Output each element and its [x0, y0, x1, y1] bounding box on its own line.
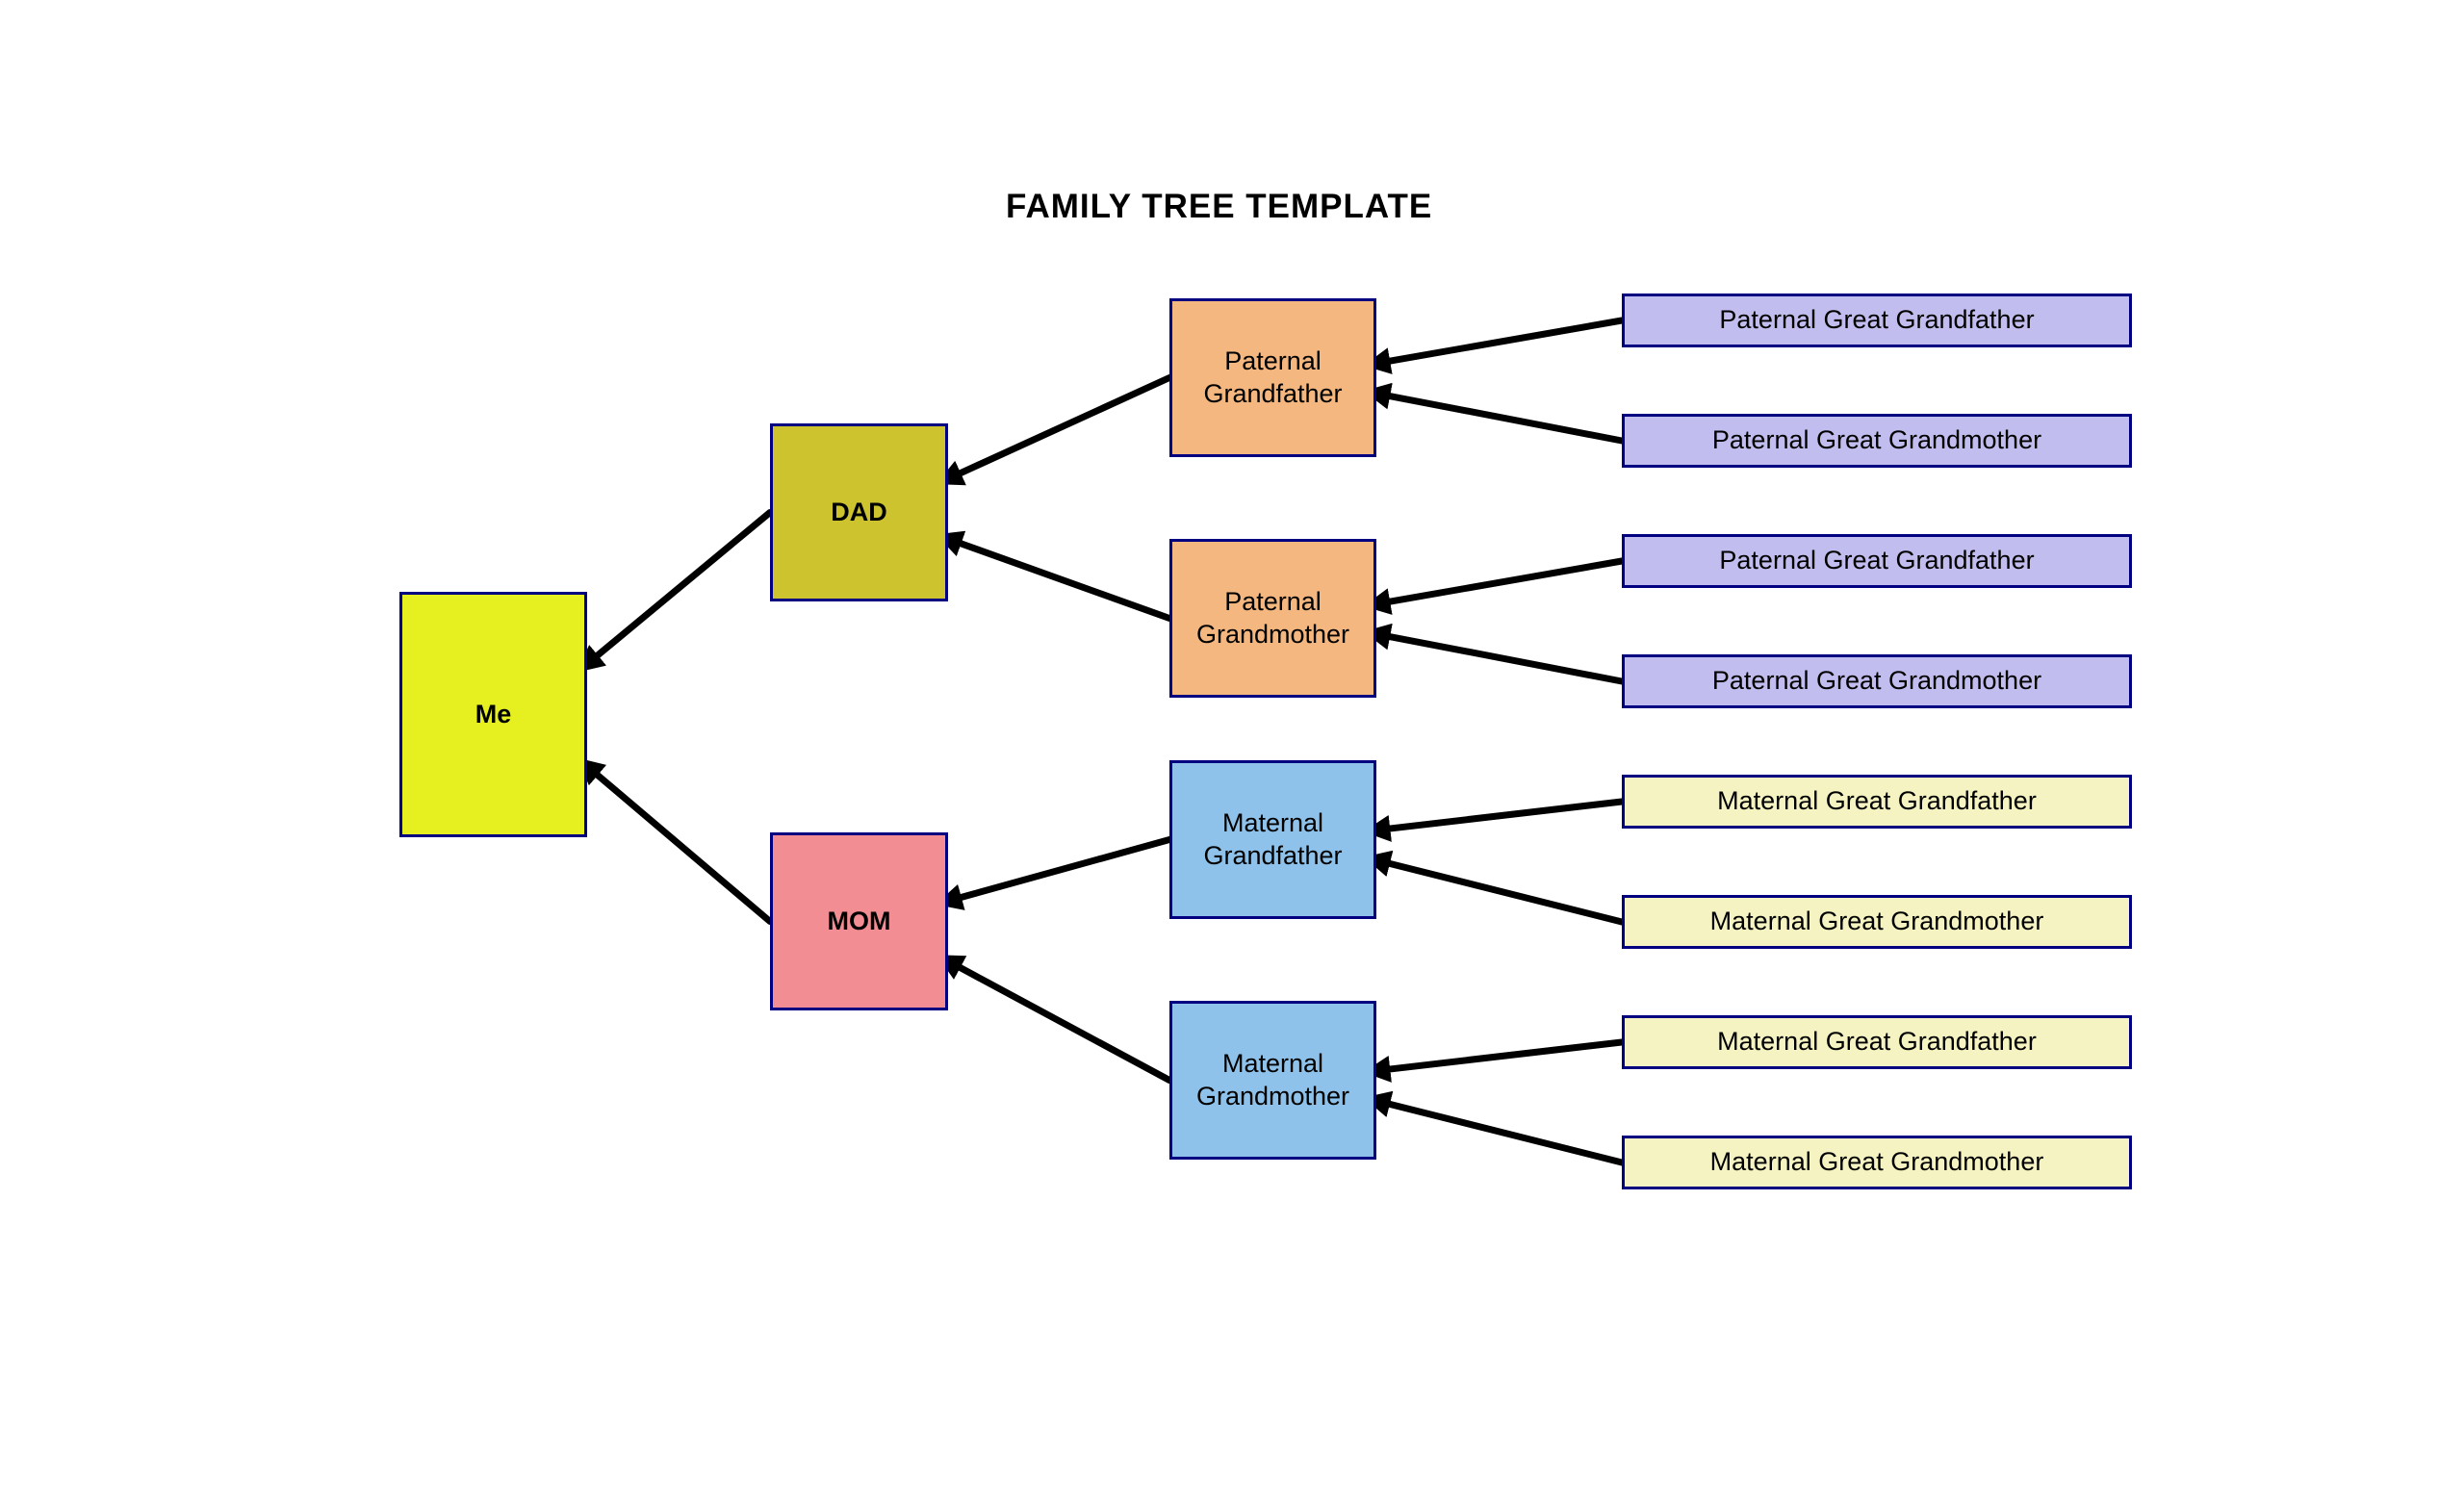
edge — [1382, 1102, 1622, 1162]
node-label: Paternal Grandfather — [1178, 345, 1368, 411]
node-label: Paternal Great Grandfather — [1719, 304, 2034, 337]
node-maternal-grandfather: Maternal Grandfather — [1169, 760, 1376, 919]
node-maternal-great-grandmother-2: Maternal Great Grandmother — [1622, 1136, 2132, 1189]
diagram-title: FAMILY TREE TEMPLATE — [1006, 188, 1432, 226]
node-label: MOM — [828, 906, 891, 938]
node-me: Me — [399, 592, 587, 837]
edge — [953, 964, 1169, 1081]
node-maternal-great-grandmother-1: Maternal Great Grandmother — [1622, 895, 2132, 949]
node-maternal-grandmother: Maternal Grandmother — [1169, 1001, 1376, 1160]
edge — [1382, 802, 1622, 830]
node-paternal-grandmother: Paternal Grandmother — [1169, 539, 1376, 698]
node-maternal-great-grandfather-2: Maternal Great Grandfather — [1622, 1015, 2132, 1069]
edge — [1382, 561, 1622, 603]
node-paternal-great-grandmother-1: Paternal Great Grandmother — [1622, 414, 2132, 468]
node-label: Paternal Great Grandmother — [1712, 665, 2041, 698]
edge — [954, 541, 1169, 618]
edge — [592, 770, 770, 921]
node-label: Paternal Great Grandfather — [1719, 545, 2034, 577]
node-label: Paternal Grandmother — [1178, 586, 1368, 651]
edge — [953, 378, 1169, 477]
edge — [1382, 320, 1622, 363]
node-paternal-great-grandmother-2: Paternal Great Grandmother — [1622, 654, 2132, 708]
node-label: Maternal Great Grandfather — [1717, 1026, 2037, 1059]
node-label: Me — [475, 699, 512, 731]
node-paternal-great-grandfather-2: Paternal Great Grandfather — [1622, 534, 2132, 588]
node-label: DAD — [831, 497, 887, 529]
edge — [1382, 635, 1622, 681]
node-maternal-great-grandfather-1: Maternal Great Grandfather — [1622, 775, 2132, 829]
node-label: Maternal Grandmother — [1178, 1048, 1368, 1113]
edge — [1382, 861, 1622, 922]
edge — [1382, 1042, 1622, 1070]
node-dad: DAD — [770, 423, 948, 601]
edge — [592, 513, 770, 661]
node-label: Maternal Great Grandmother — [1710, 1146, 2044, 1179]
node-mom: MOM — [770, 832, 948, 1010]
node-paternal-great-grandfather-1: Paternal Great Grandfather — [1622, 294, 2132, 347]
node-label: Maternal Great Grandmother — [1710, 906, 2044, 938]
node-label: Maternal Great Grandfather — [1717, 785, 2037, 818]
node-label: Maternal Grandfather — [1178, 807, 1368, 873]
edge — [1382, 395, 1622, 441]
node-paternal-grandfather: Paternal Grandfather — [1169, 298, 1376, 457]
edge — [954, 840, 1169, 900]
node-label: Paternal Great Grandmother — [1712, 424, 2041, 457]
